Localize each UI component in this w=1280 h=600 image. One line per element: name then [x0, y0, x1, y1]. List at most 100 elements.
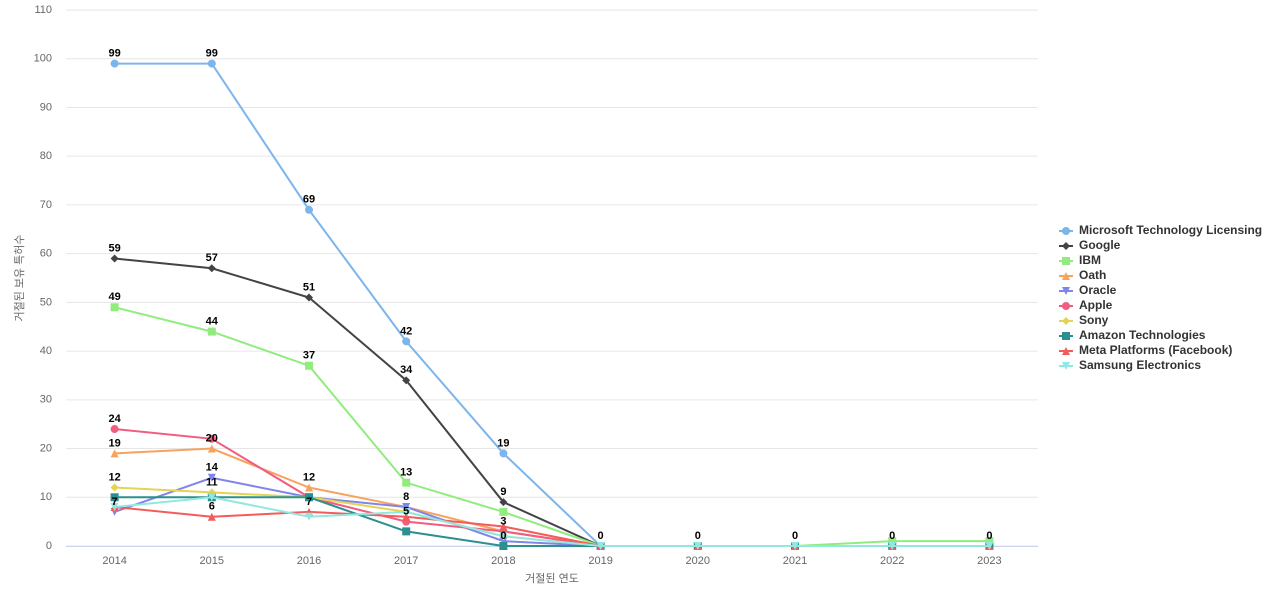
- data-label: 69: [303, 194, 315, 206]
- data-label: 51: [303, 281, 315, 293]
- marker: [402, 512, 411, 521]
- data-label: 8: [403, 491, 409, 503]
- marker: [888, 537, 897, 546]
- marker: [888, 542, 897, 550]
- legend-item: Oath: [1059, 268, 1106, 282]
- x-tick-label: 2020: [686, 555, 710, 567]
- data-label: 57: [206, 252, 218, 264]
- y-tick-label: 50: [40, 296, 52, 308]
- data-label: 37: [303, 350, 315, 362]
- marker: [402, 376, 411, 385]
- marker: [1062, 287, 1070, 295]
- legend-item: Meta Platforms (Facebook): [1059, 343, 1232, 357]
- series-line: [114, 496, 990, 547]
- y-tick-label: 100: [34, 53, 52, 65]
- marker: [402, 503, 411, 512]
- marker: [1062, 227, 1070, 235]
- marker: [305, 205, 313, 214]
- x-tick-label: 2017: [394, 555, 418, 567]
- legend-item: Google: [1059, 238, 1121, 252]
- y-tick-label: 20: [40, 442, 52, 454]
- marker: [596, 542, 605, 550]
- marker: [499, 522, 508, 531]
- data-label: 14: [206, 462, 219, 474]
- marker: [402, 507, 411, 516]
- data-label: 11: [206, 476, 218, 488]
- legend-item: IBM: [1059, 253, 1101, 267]
- data-label: 0: [695, 530, 701, 542]
- data-label: 99: [206, 48, 218, 60]
- marker: [110, 303, 119, 312]
- data-label: 3: [500, 515, 506, 527]
- marker: [402, 478, 411, 487]
- marker: [1062, 332, 1070, 340]
- legend-label: Google: [1079, 238, 1121, 252]
- data-label: 34: [400, 364, 413, 376]
- legend-label: Sony: [1079, 313, 1109, 327]
- y-tick-label: 110: [34, 4, 52, 16]
- marker: [1062, 317, 1070, 325]
- data-label: 13: [400, 467, 412, 479]
- data-label: 12: [303, 471, 315, 483]
- x-axis-title: 거절된 연도: [525, 572, 579, 585]
- y-tick-label: 30: [40, 394, 52, 406]
- x-tick-label: 2018: [491, 555, 515, 567]
- marker: [207, 327, 216, 336]
- x-tick-label: 2019: [588, 555, 612, 567]
- marker: [305, 293, 313, 302]
- marker: [207, 444, 216, 453]
- legend-item: Sony: [1059, 313, 1109, 327]
- marker: [402, 337, 411, 346]
- legend-label: Meta Platforms (Facebook): [1079, 343, 1232, 357]
- x-tick-label: 2016: [297, 555, 321, 567]
- marker: [110, 449, 119, 458]
- legend-item: Oracle: [1059, 283, 1117, 297]
- y-tick-label: 0: [46, 540, 52, 552]
- marker: [1062, 257, 1070, 265]
- marker: [110, 425, 119, 434]
- data-label: 20: [206, 432, 218, 444]
- data-label: 0: [598, 530, 604, 542]
- marker: [791, 542, 799, 550]
- data-label: 5: [403, 506, 409, 518]
- y-tick-label: 90: [40, 101, 52, 113]
- data-label: 49: [108, 291, 120, 303]
- marker: [1062, 302, 1070, 310]
- data-label: 0: [986, 530, 992, 542]
- marker: [499, 449, 508, 458]
- legend-item: Microsoft Technology Licensing: [1059, 223, 1262, 237]
- legend-item: Samsung Electronics: [1059, 358, 1201, 372]
- data-label: 7: [306, 496, 312, 508]
- marker: [305, 361, 313, 370]
- x-tick-label: 2015: [200, 555, 224, 567]
- marker: [110, 493, 119, 502]
- marker: [305, 512, 313, 521]
- marker: [1062, 242, 1070, 250]
- marker: [693, 542, 702, 550]
- marker: [1062, 272, 1070, 280]
- y-tick-label: 40: [40, 345, 52, 357]
- legend-item: Amazon Technologies: [1059, 328, 1206, 342]
- data-label: 12: [108, 471, 120, 483]
- marker: [207, 434, 216, 443]
- legend-label: Oracle: [1079, 283, 1117, 297]
- legend-label: IBM: [1079, 253, 1101, 267]
- legend-label: Oath: [1079, 268, 1106, 282]
- y-tick-label: 60: [40, 248, 52, 260]
- marker: [985, 537, 994, 546]
- marker: [110, 254, 119, 263]
- data-label: 24: [108, 413, 121, 425]
- data-label: 19: [497, 437, 509, 449]
- marker: [402, 527, 411, 536]
- marker: [305, 493, 313, 502]
- marker: [499, 537, 508, 546]
- marker: [499, 507, 508, 516]
- marker: [1062, 362, 1070, 370]
- data-label: 0: [889, 530, 895, 542]
- marker: [305, 483, 313, 492]
- marker: [499, 532, 508, 541]
- marker: [207, 512, 216, 521]
- series-line: [114, 306, 990, 547]
